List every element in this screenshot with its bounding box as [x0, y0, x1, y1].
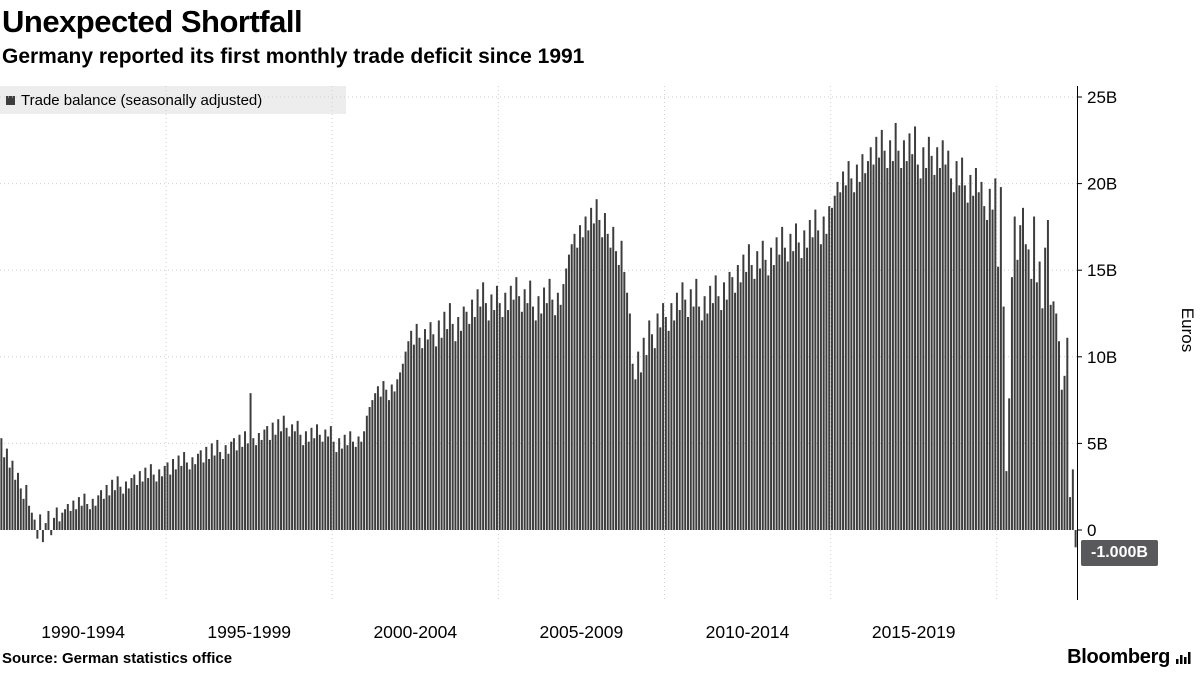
legend-label: Trade balance (seasonally adjusted) [21, 91, 263, 109]
y-axis [1077, 86, 1082, 600]
source-note: Source: German statistics office [2, 650, 233, 667]
svg-text:2000-2004: 2000-2004 [373, 622, 457, 642]
legend-swatch-icon [6, 95, 15, 105]
gridlines [0, 86, 1077, 600]
svg-text:1990-1994: 1990-1994 [41, 622, 125, 642]
svg-text:2010-2014: 2010-2014 [706, 622, 790, 642]
svg-text:2015-2019: 2015-2019 [872, 622, 956, 642]
page-title: Unexpected Shortfall [2, 4, 303, 39]
x-axis-labels: 1990-1994 1995-1999 2000-2004 2005-2009 2010… [41, 622, 955, 642]
svg-text:20B: 20B [1087, 175, 1117, 194]
svg-text:25B: 25B [1087, 88, 1117, 107]
bloomberg-bars-icon [1176, 652, 1191, 664]
y-axis-title: Euros [1178, 308, 1197, 352]
y-axis-labels: 0 5B 10B 15B 20B 25B [1087, 88, 1117, 540]
bloomberg-wordmark: Bloomberg [1067, 646, 1170, 668]
svg-text:1995-1999: 1995-1999 [207, 622, 291, 642]
chart-legend: Trade balance (seasonally adjusted) [0, 86, 346, 114]
svg-text:0: 0 [1087, 521, 1096, 540]
svg-text:10B: 10B [1087, 348, 1117, 367]
value-badge: -1.000B [1081, 540, 1158, 566]
page-subtitle: Germany reported its first monthly trade… [2, 45, 585, 68]
trade-balance-bars [0, 122, 1077, 548]
trade-balance-chart: 0 5B 10B 15B 20B 25B Euros 1990-1994 1995-1999 20… [0, 86, 1197, 642]
svg-text:2005-2009: 2005-2009 [540, 622, 624, 642]
svg-text:15B: 15B [1087, 261, 1117, 280]
svg-text:5B: 5B [1087, 434, 1108, 453]
bloomberg-logo: Bloomberg [1067, 646, 1192, 669]
